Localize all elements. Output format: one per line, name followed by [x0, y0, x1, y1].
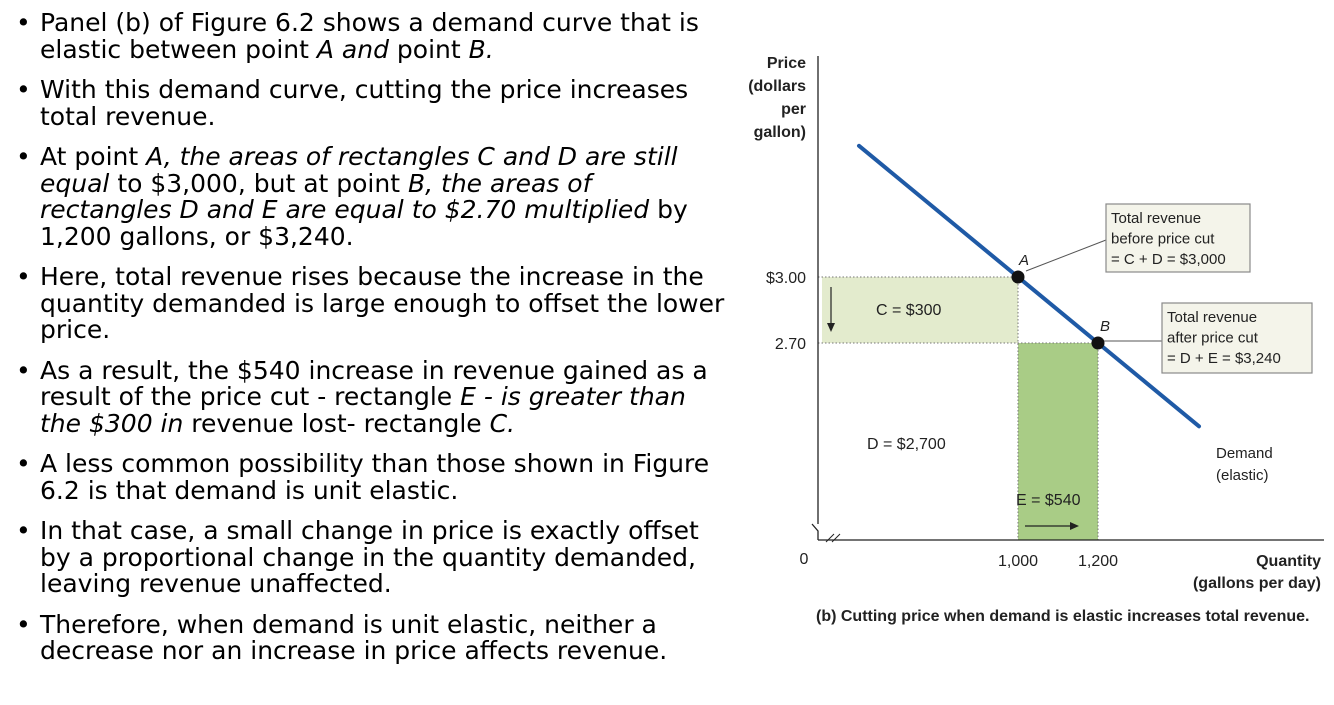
x-axis-break [825, 533, 841, 543]
axes: Price (dollars per gallon) Quantity (gallons … [748, 55, 1324, 592]
annotation-a: Total revenue before price cut = C + D = $… [1025, 203, 1251, 273]
price-down-arrowhead [827, 323, 835, 332]
annotation-text: = D + E = $3,240 [1167, 350, 1281, 367]
rect-d-label: D = $2,700 [867, 436, 946, 453]
guide-lines [818, 276, 1099, 540]
demand-curve [857, 143, 1201, 429]
rect-c [822, 277, 1018, 343]
bullet-item: At point A, the areas of rectangles C an… [14, 143, 729, 250]
quantity-right-arrowhead [1070, 522, 1079, 530]
y-axis-break [811, 523, 819, 540]
x-tick-label: 1,200 [1078, 553, 1118, 570]
revenue-rectangles [822, 277, 1098, 540]
annotation-b: Total revenue after price cut = D + E = $3… [1104, 302, 1313, 374]
point-b-label: B [1100, 318, 1110, 335]
rect-e [1018, 343, 1098, 540]
demand-chart: Price (dollars per gallon) Quantity (gallons … [748, 55, 1324, 592]
rect-c-label: C = $300 [876, 302, 941, 319]
y-axis-label: (dollars [748, 78, 806, 95]
point-a-label: A [1018, 252, 1029, 269]
annotation-text: Total revenue [1111, 210, 1201, 227]
points-group: AB [1011, 252, 1110, 350]
y-axis-label: per [781, 101, 806, 118]
x-axis-label: (gallons per day) [1193, 575, 1321, 592]
y-axis-label: Price [767, 55, 806, 72]
demand-label: (elastic) [1216, 467, 1269, 484]
annotation-box [1161, 302, 1313, 374]
annotation-text: = C + D = $3,000 [1111, 251, 1226, 268]
y-tick-label: $3.00 [766, 270, 806, 287]
bullet-item: Therefore, when demand is unit elastic, … [14, 611, 729, 665]
bullet-item: As a result, the $540 increase in revenu… [14, 357, 729, 438]
rect-e-label: E = $540 [1016, 492, 1081, 509]
annotation-text: Total revenue [1167, 309, 1257, 326]
bullet-item: A less common possibility than those sho… [14, 450, 729, 504]
bullet-item: With this demand curve, cutting the pric… [14, 76, 729, 130]
origin-label: 0 [800, 551, 809, 568]
bullet-item: Panel (b) of Figure 6.2 shows a demand c… [14, 9, 729, 63]
annotation-text: before price cut [1111, 231, 1215, 248]
annotations-group: Total revenue before price cut = C + D = $… [1025, 203, 1313, 374]
y-tick-label: 2.70 [775, 336, 806, 353]
bullet-list: Panel (b) of Figure 6.2 shows a demand c… [14, 9, 729, 679]
bullet-item: Here, total revenue rises because the in… [14, 263, 729, 344]
leader-line [1025, 239, 1107, 272]
labels-group: C = $300 D = $2,700 E = $540 [867, 302, 1081, 509]
y-axis-label: gallon) [754, 124, 806, 141]
annotation-text: after price cut [1167, 330, 1259, 347]
bullet-item: In that case, a small change in price is… [14, 517, 729, 598]
demand-curve-group: Demand (elastic) [857, 143, 1273, 484]
x-tick-label: 1,000 [998, 553, 1038, 570]
x-axis-label: Quantity [1256, 553, 1321, 570]
point-a [1011, 270, 1025, 284]
demand-label: Demand [1216, 445, 1273, 462]
annotation-box [1105, 203, 1251, 273]
point-b [1091, 336, 1105, 350]
figure-caption: (b) Cutting price when demand is elastic… [816, 608, 1310, 625]
